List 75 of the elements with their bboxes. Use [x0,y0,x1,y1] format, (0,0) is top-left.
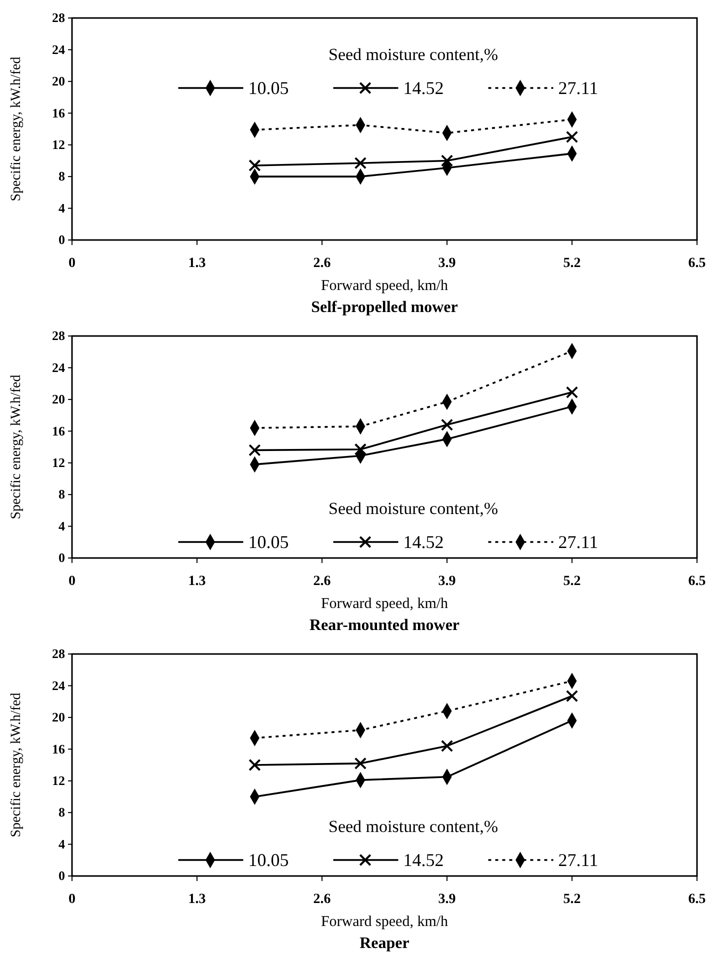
point [440,418,454,431]
y-axis-title: Specific energy, kW.h/fed [9,374,24,520]
y-tick-label: 4 [58,200,66,216]
legend-label: 14.52 [403,850,444,870]
y-tick-label: 12 [52,455,65,470]
point [566,130,578,144]
y-tick-label: 20 [52,392,65,407]
y-tick-label: 16 [52,105,66,120]
x-tick-label: 1.3 [188,256,206,271]
legend-title: Seed moisture content,% [328,45,498,64]
point [248,159,261,172]
y-tick-label: 4 [58,836,66,852]
legend-title: Seed moisture content,% [328,817,498,836]
x-tick-label: 3.9 [438,574,456,589]
x-tick-label: 5.2 [563,892,581,907]
point [566,386,578,398]
x-axis-title: Forward speed, km/h [320,914,449,930]
y-tick-label: 8 [58,804,66,820]
point [354,156,367,170]
x-tick-label: 0 [68,892,76,907]
legend-title: Seed moisture content,% [328,499,498,518]
legend-label: 27.11 [558,850,598,870]
x-tick-label: 5.2 [563,574,581,589]
x-tick-label: 2.6 [313,256,331,271]
y-tick-label: 20 [52,710,65,725]
x-tick-label: 6.5 [688,574,706,589]
y-axis-title: Specific energy, kW.h/fed [9,692,24,838]
legend-label: 14.52 [403,78,444,98]
x-tick-label: 6.5 [688,256,706,271]
legend-label: 10.05 [248,78,289,98]
text: Rear-mounted mower [309,617,460,634]
y-tick-label: 28 [52,10,66,26]
legend-label: 27.11 [558,78,598,98]
y-axis-title: Specific energy, kW.h/fed [9,56,24,202]
point [354,443,367,456]
legend-label: 14.52 [403,532,444,552]
y-tick-label: 24 [52,42,66,57]
y-tick-label: 0 [58,868,65,884]
legend-label: 10.05 [248,850,289,870]
x-tick-label: 3.9 [438,892,456,907]
point [566,690,578,702]
x-tick-label: 6.5 [688,892,706,907]
point [440,154,454,167]
y-tick-label: 8 [58,486,66,502]
y-tick-label: 12 [52,137,65,152]
y-tick-label: 16 [52,423,66,438]
x-axis-title: Forward speed, km/h [320,596,449,612]
y-tick-label: 24 [52,678,66,693]
x-axis-title: Forward speed, km/h [320,278,449,294]
y-tick-label: 4 [58,518,66,534]
text: Self-propelled mower [311,299,458,316]
y-tick-label: 8 [58,168,66,184]
x-tick-label: 0 [68,574,76,589]
point [440,740,454,752]
legend-label: 27.11 [558,532,598,552]
text: Reaper [360,935,410,952]
y-tick-label: 0 [58,550,65,566]
y-tick-label: 12 [52,773,65,788]
y-tick-label: 20 [52,74,65,89]
x-tick-label: 2.6 [313,892,331,907]
y-tick-label: 24 [52,360,66,375]
legend-label: 10.05 [248,532,289,552]
point [248,444,261,456]
x-tick-label: 1.3 [188,574,206,589]
x-tick-label: 3.9 [438,256,456,271]
x-tick-label: 2.6 [313,574,331,589]
y-tick-label: 28 [52,328,66,344]
y-tick-label: 16 [52,741,66,756]
point [354,757,367,770]
y-tick-label: 0 [58,232,65,248]
y-tick-label: 28 [52,646,66,662]
x-tick-label: 0 [68,256,76,271]
point [248,758,261,772]
x-tick-label: 1.3 [188,892,206,907]
x-tick-label: 5.2 [563,256,581,271]
